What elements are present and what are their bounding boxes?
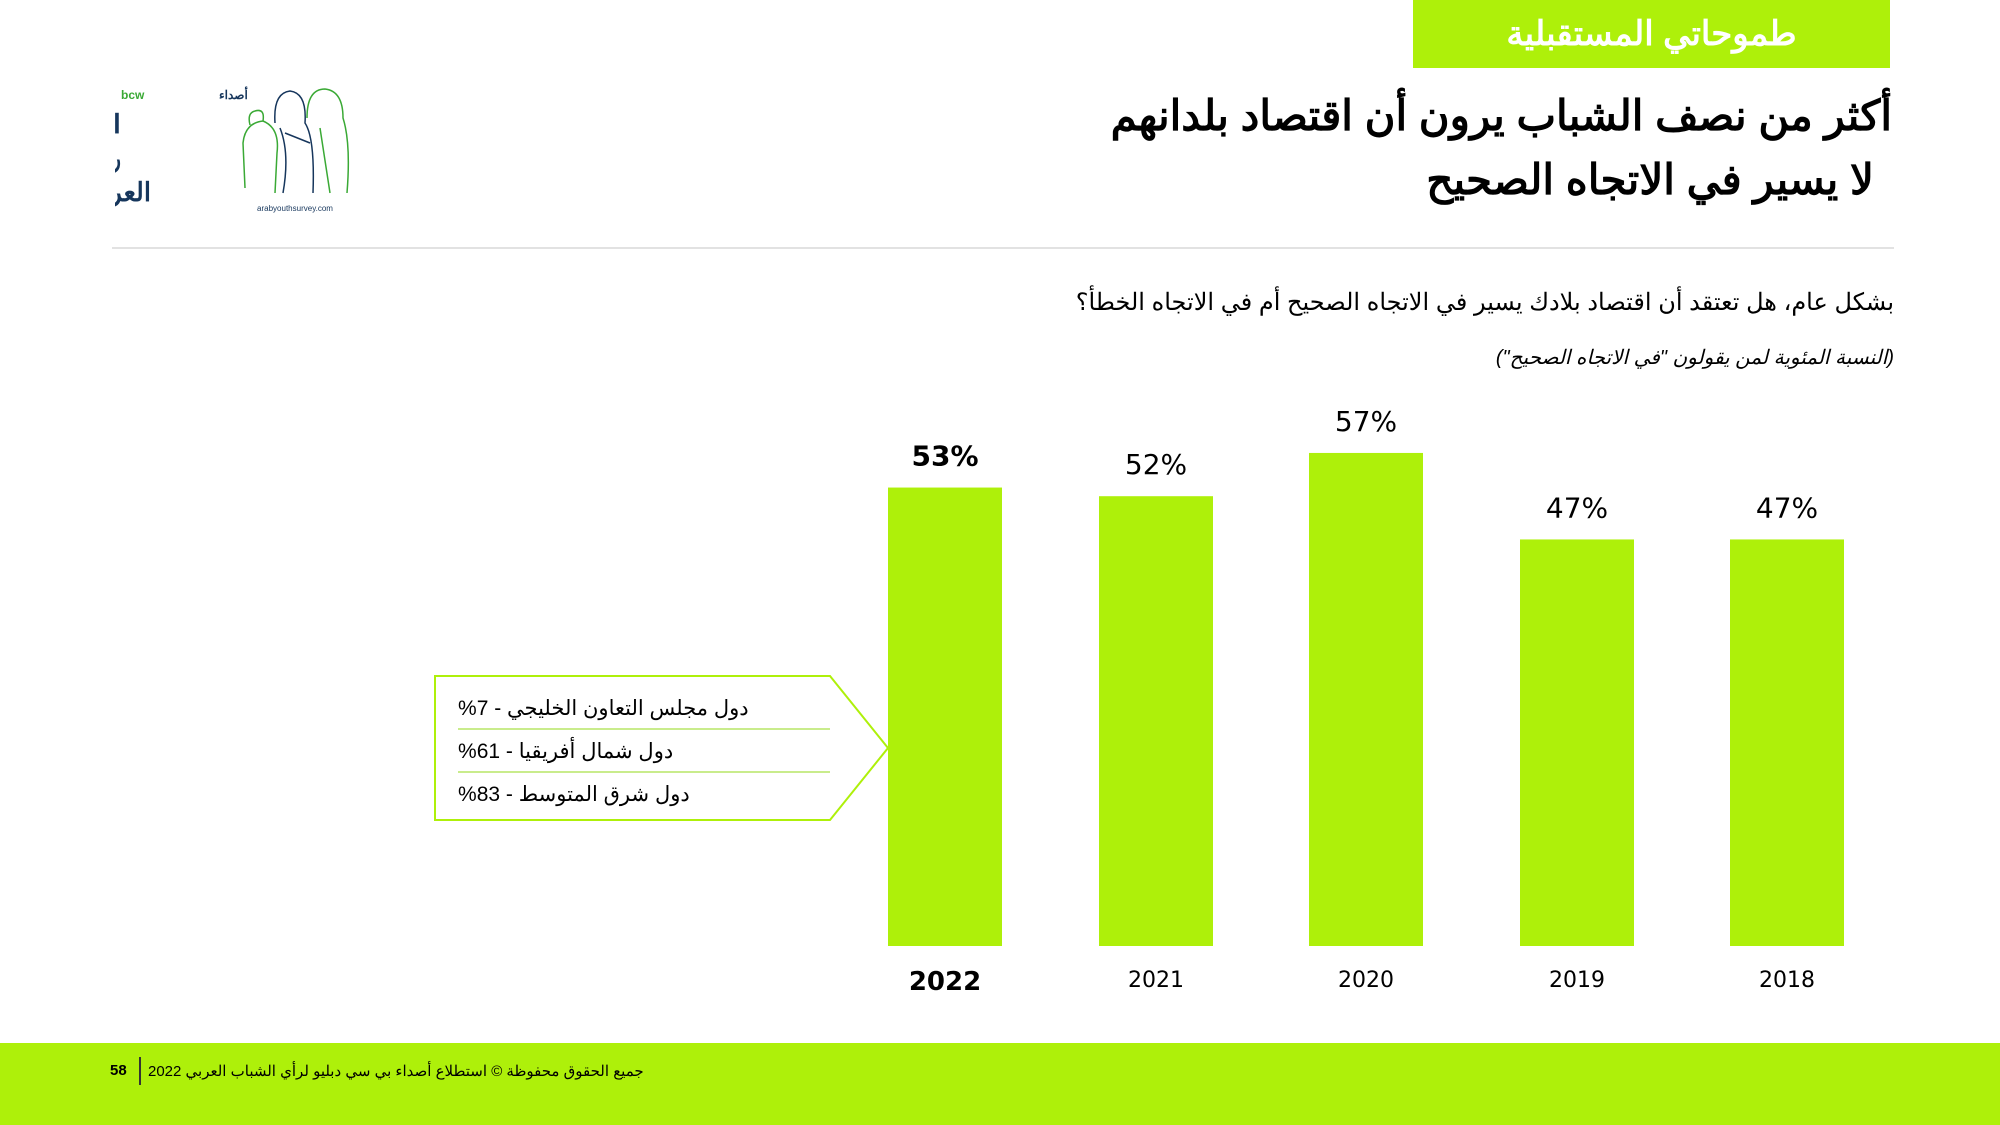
footer-bar <box>0 1043 2000 1125</box>
bar-2019 <box>1520 539 1634 946</box>
value-label: 47% <box>1756 491 1818 524</box>
year-label: 2018 <box>1759 968 1815 993</box>
chart-note: (النسبة المئوية لمن يقولون "في الاتجاه ا… <box>1495 347 1894 369</box>
year-label: 2022 <box>909 967 981 997</box>
title-line-1: أكثر من نصف الشباب يرون أن اقتصاد بلدانه… <box>1110 92 1892 139</box>
svg-text:أصداء: أصداء <box>219 87 248 102</box>
page-number: 58 <box>110 1062 127 1079</box>
callout-row-north-africa: دول شمال أفريقيا - 61% <box>458 740 674 763</box>
value-label: 52% <box>1125 448 1187 481</box>
bar-2020 <box>1309 452 1423 946</box>
year-label: 2021 <box>1128 968 1184 993</box>
footer-separator <box>139 1057 141 1085</box>
svg-text:bcw: bcw <box>121 88 145 102</box>
copyright-text: جميع الحقوق محفوظة © استطلاع أصداء بي سي… <box>148 1063 644 1080</box>
callout-row-gcc: دول مجلس التعاون الخليجي - 7% <box>458 697 749 720</box>
bar-2021 <box>1099 496 1213 946</box>
page-title: أكثر من نصف الشباب يرون أن اقتصاد بلدانه… <box>692 84 1892 212</box>
value-label: 47% <box>1546 491 1608 524</box>
section-banner: طموحاتي المستقبلية <box>1413 0 1890 68</box>
bar-chart: 53% 2022 52% 2021 57% 2020 47% 2019 47% 2018 <box>888 405 1844 997</box>
value-label: 57% <box>1335 405 1397 438</box>
logo-url: arabyouthsurvey.com <box>257 204 333 213</box>
callout-row-levant: دول شرق المتوسط - 83% <box>458 783 690 806</box>
survey-question: بشكل عام، هل تعتقد أن اقتصاد بلادك يسير … <box>1075 289 1894 316</box>
callout-divider <box>458 771 830 773</box>
callout-divider <box>458 728 830 730</box>
title-line-2: لا يسير في الاتجاه الصحيح <box>1426 156 1874 203</box>
region-callout-box <box>434 675 890 821</box>
year-label: 2019 <box>1549 968 1605 993</box>
header-divider <box>112 247 1894 249</box>
bar-2018 <box>1730 539 1844 946</box>
bar-2022 <box>888 487 1002 946</box>
year-label: 2020 <box>1338 968 1394 993</box>
value-label: 53% <box>911 440 978 473</box>
